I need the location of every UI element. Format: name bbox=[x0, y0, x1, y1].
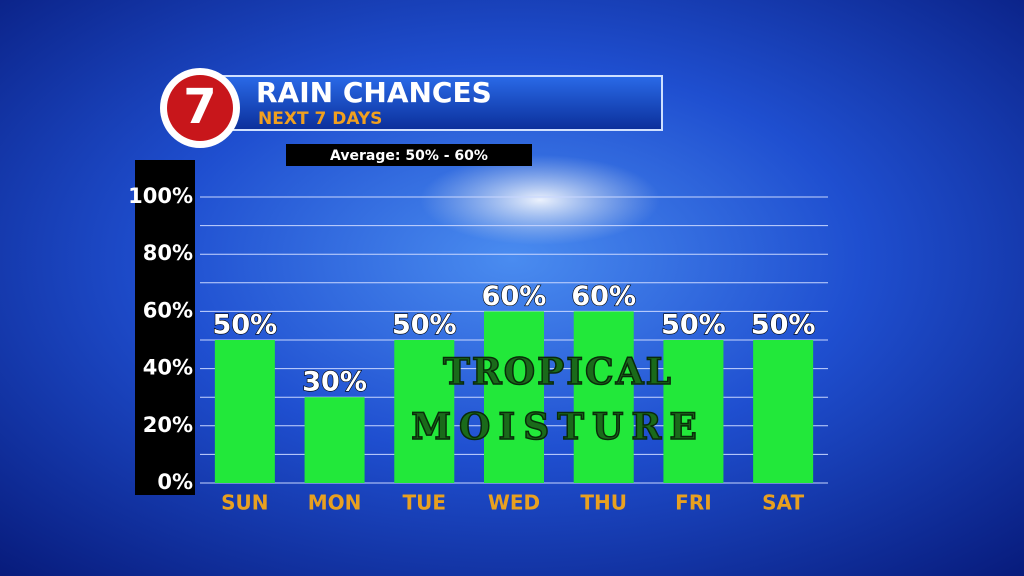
value-label: 50% bbox=[213, 310, 278, 341]
x-tick-label: MON bbox=[308, 491, 362, 515]
bar bbox=[484, 311, 544, 483]
logo bbox=[167, 75, 233, 141]
x-tick-label: FRI bbox=[675, 491, 712, 515]
value-label: 30% bbox=[302, 367, 367, 398]
y-tick-label: 20% bbox=[143, 413, 193, 437]
chart-subtitle: NEXT 7 DAYS bbox=[258, 109, 382, 129]
annotation-box bbox=[286, 144, 532, 166]
bar bbox=[394, 340, 455, 483]
bar bbox=[214, 340, 275, 483]
bar bbox=[573, 311, 634, 483]
y-tick-label: 0% bbox=[157, 470, 193, 494]
x-tick-label: WED bbox=[488, 491, 540, 515]
value-label: 50% bbox=[751, 310, 816, 341]
x-tick-label: SAT bbox=[762, 491, 804, 515]
bar bbox=[753, 340, 814, 483]
axis-band bbox=[135, 160, 195, 495]
value-label: 50% bbox=[661, 310, 726, 341]
y-tick-label: 80% bbox=[143, 241, 193, 265]
x-tick-label: THU bbox=[580, 491, 627, 515]
annotation: Average: 50% - 60% bbox=[330, 148, 488, 164]
bar bbox=[304, 397, 365, 483]
x-tick-label: TUE bbox=[403, 491, 447, 515]
chart-title: RAIN CHANCES bbox=[256, 76, 492, 109]
overlay-text: TROPICAL bbox=[443, 351, 673, 393]
value-label: 50% bbox=[392, 310, 457, 341]
y-tick-label: 100% bbox=[128, 184, 193, 208]
value-label: 60% bbox=[482, 281, 547, 312]
cloud bbox=[420, 155, 660, 245]
x-tick-label: SUN bbox=[221, 491, 268, 515]
y-tick-label: 60% bbox=[143, 298, 193, 322]
logo-text: 7 bbox=[183, 79, 216, 135]
overlay-text: MOISTURE bbox=[411, 406, 705, 448]
bar bbox=[663, 340, 724, 483]
title-banner bbox=[209, 75, 663, 131]
value-label: 60% bbox=[571, 281, 636, 312]
y-tick-label: 40% bbox=[143, 356, 193, 380]
